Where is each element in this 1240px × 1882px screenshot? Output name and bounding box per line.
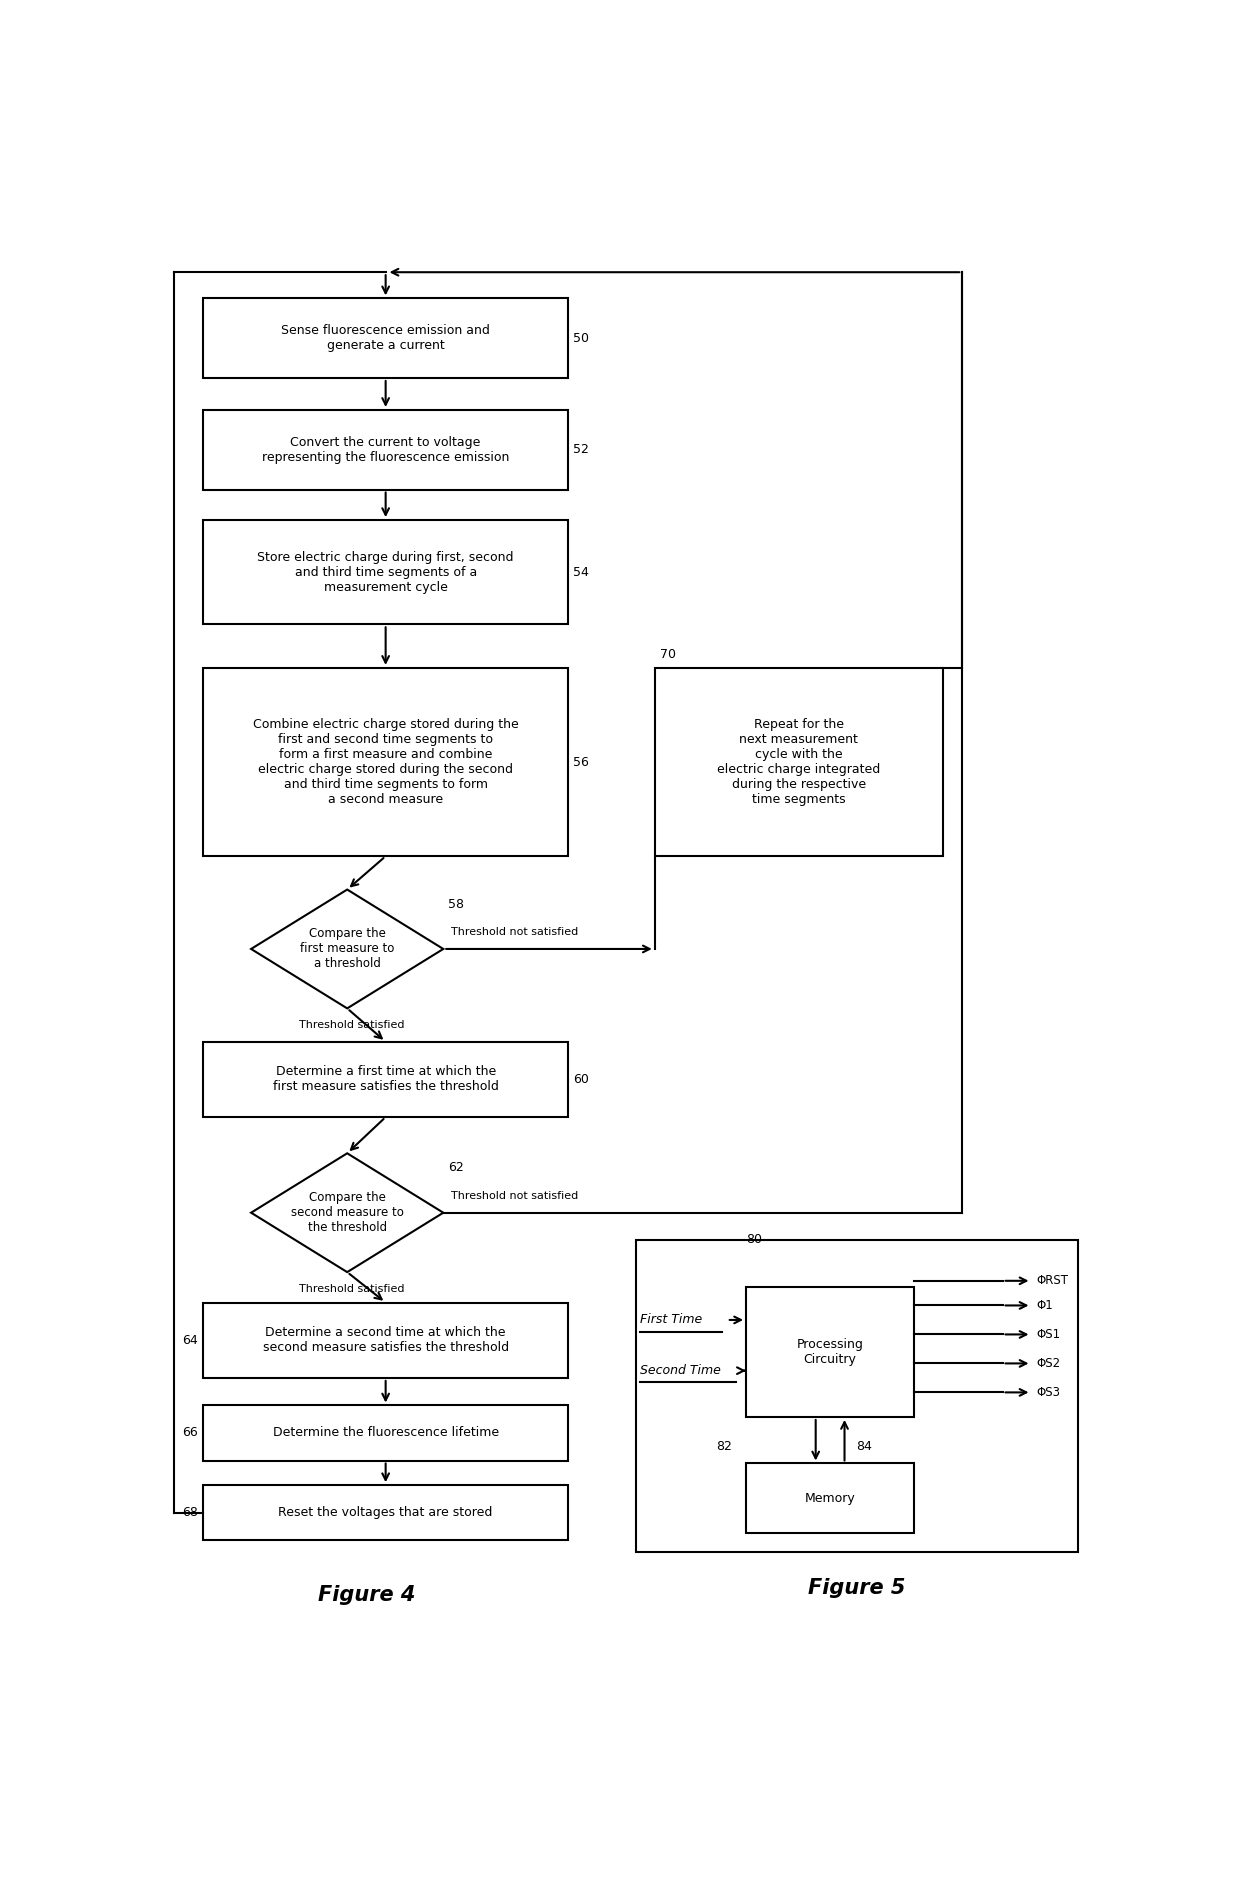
Polygon shape — [250, 890, 444, 1009]
Text: Figure 4: Figure 4 — [317, 1585, 415, 1605]
Text: Threshold not satisfied: Threshold not satisfied — [451, 1191, 578, 1201]
Text: ΦRST: ΦRST — [1037, 1274, 1068, 1287]
Text: Second Time: Second Time — [640, 1364, 722, 1378]
FancyBboxPatch shape — [203, 297, 568, 378]
FancyBboxPatch shape — [203, 1406, 568, 1460]
Text: Processing
Circuitry: Processing Circuitry — [796, 1338, 863, 1366]
FancyBboxPatch shape — [203, 410, 568, 489]
Text: 52: 52 — [573, 444, 589, 455]
Text: Memory: Memory — [805, 1492, 856, 1506]
Text: Reset the voltages that are stored: Reset the voltages that are stored — [279, 1506, 492, 1519]
Polygon shape — [250, 1154, 444, 1272]
Text: Determine a second time at which the
second measure satisfies the threshold: Determine a second time at which the sec… — [263, 1327, 508, 1355]
FancyBboxPatch shape — [655, 668, 944, 856]
Text: 80: 80 — [746, 1233, 763, 1246]
Text: 60: 60 — [573, 1073, 589, 1086]
Text: ΦS1: ΦS1 — [1037, 1329, 1060, 1342]
Text: Determine a first time at which the
first measure satisfies the threshold: Determine a first time at which the firs… — [273, 1065, 498, 1093]
Text: Sense fluorescence emission and
generate a current: Sense fluorescence emission and generate… — [281, 324, 490, 352]
Text: 50: 50 — [573, 331, 589, 344]
Text: First Time: First Time — [640, 1314, 703, 1327]
Text: 56: 56 — [573, 755, 589, 768]
Text: Figure 5: Figure 5 — [807, 1577, 905, 1598]
Text: Determine the fluorescence lifetime: Determine the fluorescence lifetime — [273, 1427, 498, 1440]
Text: Threshold not satisfied: Threshold not satisfied — [451, 928, 578, 937]
Text: Combine electric charge stored during the
first and second time segments to
form: Combine electric charge stored during th… — [253, 719, 518, 805]
Text: 82: 82 — [715, 1440, 732, 1453]
FancyBboxPatch shape — [203, 1043, 568, 1118]
FancyBboxPatch shape — [203, 668, 568, 856]
Text: Threshold satisfied: Threshold satisfied — [299, 1284, 404, 1293]
Text: Convert the current to voltage
representing the fluorescence emission: Convert the current to voltage represent… — [262, 437, 510, 463]
Text: 70: 70 — [660, 647, 676, 661]
Text: 84: 84 — [857, 1440, 873, 1453]
Text: 62: 62 — [448, 1161, 464, 1174]
FancyBboxPatch shape — [746, 1287, 914, 1417]
FancyBboxPatch shape — [203, 519, 568, 625]
Text: Compare the
second measure to
the threshold: Compare the second measure to the thresh… — [290, 1191, 404, 1235]
FancyBboxPatch shape — [746, 1464, 914, 1534]
Text: ΦS3: ΦS3 — [1037, 1385, 1060, 1398]
Text: 68: 68 — [182, 1506, 198, 1519]
Text: Φ1: Φ1 — [1037, 1299, 1053, 1312]
Text: ΦS2: ΦS2 — [1037, 1357, 1060, 1370]
FancyBboxPatch shape — [203, 1302, 568, 1378]
Text: 66: 66 — [182, 1427, 198, 1440]
Text: 64: 64 — [182, 1334, 198, 1348]
FancyBboxPatch shape — [203, 1485, 568, 1539]
Text: 58: 58 — [448, 898, 464, 911]
Text: 54: 54 — [573, 566, 589, 578]
Text: Store electric charge during first, second
and third time segments of a
measurem: Store electric charge during first, seco… — [258, 551, 513, 593]
Text: Threshold satisfied: Threshold satisfied — [299, 1020, 404, 1029]
Text: Compare the
first measure to
a threshold: Compare the first measure to a threshold — [300, 928, 394, 971]
Text: Repeat for the
next measurement
cycle with the
electric charge integrated
during: Repeat for the next measurement cycle wi… — [717, 719, 880, 805]
